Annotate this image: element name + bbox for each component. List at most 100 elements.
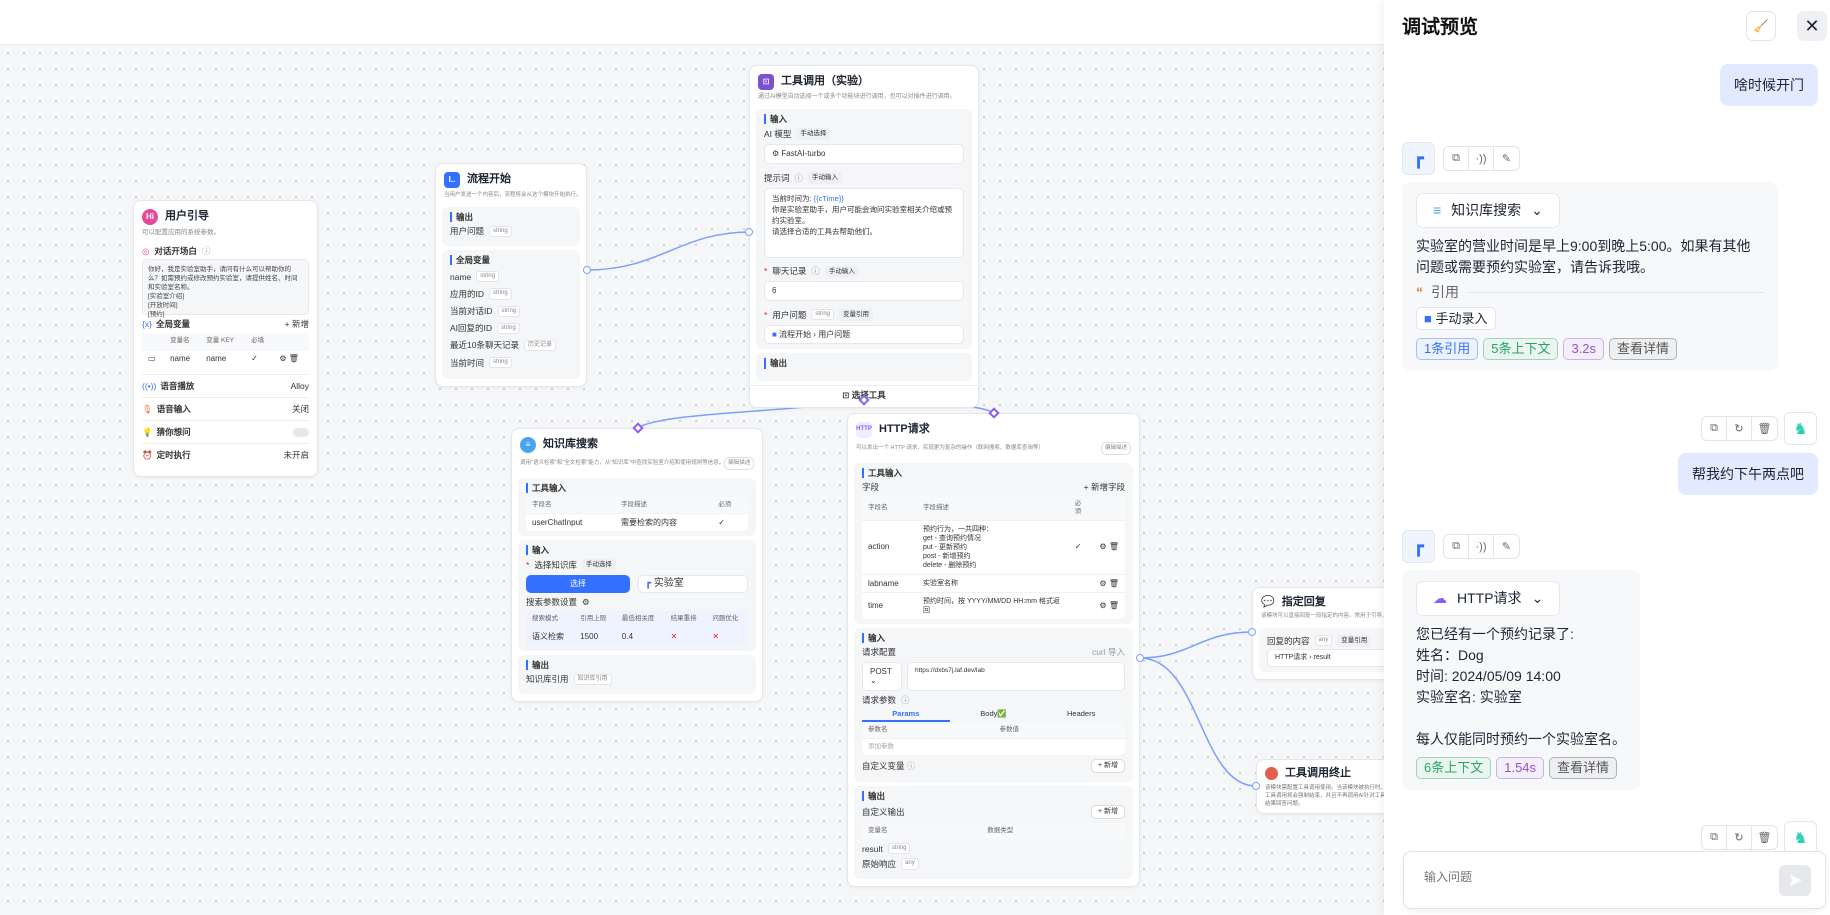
speak-icon[interactable]: ·)) xyxy=(1469,535,1494,558)
delete-icon[interactable]: 🗑 xyxy=(1757,423,1772,435)
reply-input-handle[interactable] xyxy=(1248,628,1256,636)
chat-input[interactable] xyxy=(1424,870,1754,884)
setting-value[interactable]: 关闭 xyxy=(291,403,309,414)
node-desc: 当用户发送一个内容后，流程将会从这个模块开始执行。 xyxy=(444,192,582,198)
opening-textarea[interactable]: 你好，我是实验室助手，请问有什么可以帮助你的么？如需预约或修改预约实验室，请提供… xyxy=(142,258,309,318)
speak-icon[interactable]: ·)) xyxy=(1469,147,1494,170)
message-text: 您已经有一个预约记录了: 姓名：Dog 时间: 2024/05/09 14:00 实验… xyxy=(1416,624,1626,750)
edit-desc-button[interactable]: 编辑描述 xyxy=(724,457,755,470)
select-kb-button[interactable]: 选择 xyxy=(526,575,630,594)
mode-tag[interactable]: 手动选择 xyxy=(796,128,831,141)
reply-ref-select[interactable]: HTTP请求 › result xyxy=(1267,648,1387,667)
history-stepper[interactable]: 6 xyxy=(764,281,964,301)
module-name: 知识库搜索 xyxy=(1451,202,1522,218)
module-name: HTTP请求 xyxy=(1457,590,1522,606)
delete-icon[interactable]: 🗑 xyxy=(1108,578,1119,588)
edit-icon[interactable]: ✎ xyxy=(1501,541,1512,553)
clear-chat-button[interactable]: 🧹 xyxy=(1746,11,1776,41)
add-var-button[interactable]: + 新增 xyxy=(284,318,309,329)
user-avatar-icon: ♞ xyxy=(1793,829,1808,847)
message-tag[interactable]: 1条引用 xyxy=(1416,338,1479,360)
message-tag[interactable]: 查看详情 xyxy=(1549,757,1618,779)
node-tool-call[interactable]: ⊡ 工具调用（实验） 通过AI模型自动选择一个或多个功能块进行调用，也可以对插件进… xyxy=(749,65,979,408)
node-desc: 工具调用将会强制结束，并且不再调用AI针对工具 xyxy=(1265,793,1386,800)
http-output-handle[interactable] xyxy=(1136,654,1144,662)
add-param-placeholder[interactable]: 添加参数 xyxy=(862,737,1125,755)
close-button[interactable]: ✕ xyxy=(1797,11,1827,41)
message-tag[interactable]: 5条上下文 xyxy=(1483,338,1559,360)
curl-import-button[interactable]: curl 导入 xyxy=(1091,647,1125,658)
mode-tag[interactable]: 手动选择 xyxy=(581,559,616,572)
tab-headers[interactable]: Headers xyxy=(1067,708,1096,718)
tool-input-handle[interactable] xyxy=(745,228,753,236)
module-dropdown[interactable]: ≡ 知识库搜索 ⌄ xyxy=(1416,193,1560,228)
tab-params[interactable]: Params xyxy=(862,709,950,722)
output-name: result xyxy=(862,843,883,854)
add-output-button[interactable]: + 新增 xyxy=(1090,805,1125,820)
message-tag[interactable]: 3.2s xyxy=(1563,338,1605,360)
node-tool-stop[interactable]: 工具调用终止 该模块需配置工具调用使用。当该模块被执行时， 工具调用将会强制结束，… xyxy=(1256,759,1406,815)
start-output-handle[interactable] xyxy=(583,266,591,274)
copy-icon[interactable]: ⧉ xyxy=(1444,535,1469,558)
settings-icon[interactable]: ⚙ xyxy=(1099,601,1107,611)
question-ref-select[interactable]: ■ 流程开始 › 用户问题 xyxy=(764,324,964,345)
chevron-down-icon: ⌄ xyxy=(1531,590,1544,606)
stop-input-handle[interactable] xyxy=(1252,782,1260,790)
node-http-request[interactable]: HTTP HTTP请求 可以发出一个 HTTP 请求，实现更为复杂的操作（联网搜索… xyxy=(847,413,1140,887)
tab-body[interactable]: Body✅ xyxy=(980,708,1007,718)
search-params-table[interactable]: 搜索模式 引用上限 最低相关度 结果重排 问题优化 语义检索 1500 0.4 ✕ ✕ xyxy=(526,611,748,646)
kb-item[interactable]: ┏ 实验室 xyxy=(638,575,748,594)
node-kb-search[interactable]: ≡ 知识库搜索 调用"语义检索"和"全文检索"能力，从"知识库"中查找实验室介绍和… xyxy=(511,428,763,703)
close-icon: ✕ xyxy=(1804,15,1820,36)
module-dropdown[interactable]: ☁ HTTP请求 ⌄ xyxy=(1416,581,1561,616)
delete-icon[interactable]: 🗑 xyxy=(1757,832,1772,844)
edit-icon[interactable]: ✎ xyxy=(1501,153,1512,165)
send-button[interactable]: ➤ xyxy=(1779,865,1811,896)
model-select[interactable]: ⚙ FastAI-turbo xyxy=(764,144,964,164)
opening-line: 你好，我是实验室助手，请问有什么可以帮助你的么？如需预约或修改预约实验室，请提供… xyxy=(148,265,298,291)
settings-icon[interactable]: ⚙ xyxy=(1099,578,1107,588)
prompt-textarea[interactable]: 当前时间为: {{cTime}} 你是实验室助手，用户可能会询问实验室相关介绍或预… xyxy=(764,187,964,258)
message-line: 您已经有一个预约记录了: xyxy=(1416,626,1574,642)
mode-tag[interactable]: 变量引用 xyxy=(839,308,873,321)
section-title: 输入 xyxy=(526,545,748,556)
toolbox-icon: ⊡ xyxy=(842,389,850,400)
retry-icon[interactable]: ↻ xyxy=(1727,826,1752,849)
quote-source-button[interactable]: ■ 手动录入 xyxy=(1416,307,1496,330)
settings-icon[interactable]: ⚙ xyxy=(279,353,287,363)
message-tag[interactable]: 6条上下文 xyxy=(1416,757,1492,779)
message-icon: 💬 xyxy=(1261,596,1275,608)
node-flow-start[interactable]: I.. 流程开始 当用户发送一个内容后，流程将会从这个模块开始执行。 输出 用户问题… xyxy=(435,163,587,388)
node-specified-reply[interactable]: 💬 指定回复 该模块可以直接回复一段指定的内容。常用于引导、 回复的内容 any 变量… xyxy=(1252,587,1402,680)
settings-icon[interactable]: ⚙ xyxy=(1099,542,1107,552)
delete-icon[interactable]: 🗑 xyxy=(288,353,299,363)
message-tag[interactable]: 1.54s xyxy=(1496,757,1545,779)
copy-icon[interactable]: ⧉ xyxy=(1444,147,1469,170)
edit-desc-button[interactable]: 编辑描述 xyxy=(1100,442,1131,455)
copy-icon[interactable]: ⧉ xyxy=(1702,417,1727,440)
bulb-icon: 💡 xyxy=(142,426,153,437)
delete-icon[interactable]: 🗑 xyxy=(1108,542,1119,552)
add-field-button[interactable]: + 新增字段 xyxy=(1083,481,1125,492)
database-icon: ≡ xyxy=(520,437,536,453)
settings-icon[interactable]: ⚙ xyxy=(582,597,590,608)
message-tag[interactable]: 查看详情 xyxy=(1609,338,1678,360)
copy-icon[interactable]: ⧉ xyxy=(1702,826,1727,849)
url-input[interactable]: https://dxbs7j.laf.dev/lab xyxy=(907,661,1125,691)
suggest-toggle[interactable] xyxy=(293,427,309,437)
node-user-guide[interactable]: Hi 用户引导 可以配置应用的系统参数。 ◎ 对话开场白 ⓘ 你好，我是实验室助手，请… xyxy=(133,200,318,477)
setting-value[interactable]: Alloy xyxy=(290,380,309,391)
user-message: 帮我约下午两点吧 xyxy=(1678,453,1818,495)
mode-tag[interactable]: 手动输入 xyxy=(808,171,843,184)
opening-label: 对话开场白 xyxy=(154,245,197,256)
mode-tag[interactable]: 手动输入 xyxy=(824,265,859,278)
mode-tag[interactable]: 变量引用 xyxy=(1337,634,1372,647)
method-select[interactable]: POST ⌄ xyxy=(862,661,902,691)
th: 字段描述 xyxy=(615,496,713,514)
delete-icon[interactable]: 🗑 xyxy=(1108,601,1119,611)
field-label: 自定义输出 xyxy=(862,807,905,818)
setting-value[interactable]: 未开启 xyxy=(283,450,309,461)
field-label: 请求配置 xyxy=(862,647,897,658)
retry-icon[interactable]: ↻ xyxy=(1727,417,1752,440)
add-var-button[interactable]: + 新增 xyxy=(1090,758,1125,773)
